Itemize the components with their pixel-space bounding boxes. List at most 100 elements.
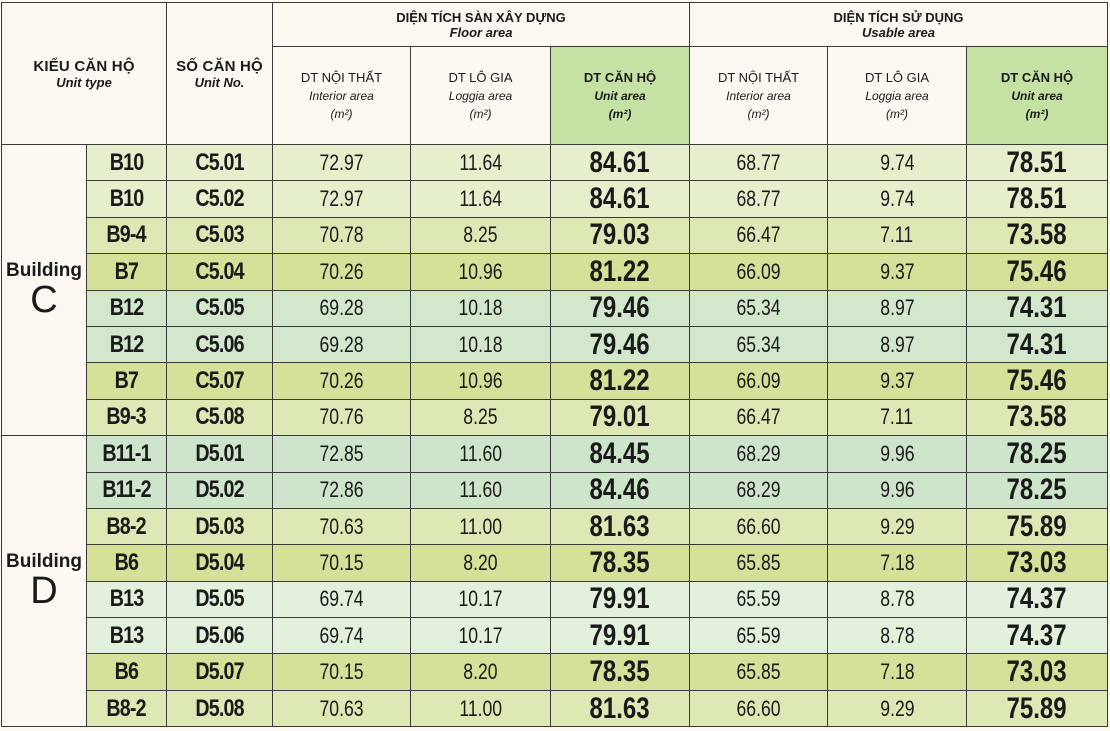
floor-interior-cell-text: 72.85: [319, 440, 364, 466]
floor-unit-cell: 79.91: [549, 580, 691, 619]
usable-interior-cell-text: 65.59: [736, 622, 781, 648]
usable-interior-cell-text: 68.29: [736, 477, 781, 503]
usable-loggia-cell-text: 7.18: [879, 549, 915, 575]
header-floor-unit: DT CĂN HỘ Unit area (m²): [549, 46, 691, 145]
floor-unit-cell-text: 84.61: [589, 145, 651, 179]
usable-unit-cell-text: 78.51: [1006, 145, 1068, 179]
unit-no-cell: C5.06: [166, 325, 273, 364]
header-interior-en: Interior area: [726, 88, 791, 103]
unit-no-cell: D5.03: [166, 507, 273, 546]
usable-unit-cell-text: 73.58: [1006, 400, 1068, 434]
floor-loggia-cell-text: 10.18: [458, 295, 503, 321]
building-label-cell: Building D: [1, 435, 87, 728]
usable-interior-cell-text: 68.77: [736, 149, 781, 175]
floor-loggia-cell-text: 11.64: [459, 186, 502, 212]
header-floor-loggia: DT LÔ GIA Loggia area (m²): [410, 46, 551, 145]
floor-unit-cell-text: 79.03: [589, 218, 651, 252]
table-row: B7 C5.07 70.26 10.96 81.22 66.09 9.37 75.46: [2, 362, 1109, 400]
usable-loggia-cell: 7.18: [827, 653, 968, 691]
usable-interior-cell-text: 65.85: [736, 659, 781, 685]
usable-loggia-cell-text: 9.29: [879, 695, 915, 721]
table-body: Building C B10 C5.01 72.97 11.64 84.61 68.77 9.7…: [1, 143, 1109, 728]
unit-no-cell-text: D5.08: [195, 694, 244, 722]
usable-unit-cell: 75.46: [966, 253, 1109, 291]
floor-loggia-cell-text: 11.60: [459, 440, 502, 466]
floor-loggia-cell: 11.64: [410, 143, 551, 182]
table-row: B8-2 D5.08 70.63 11.00 81.63 66.60 9.29 75.89: [2, 689, 1109, 728]
unit-type-cell-text: B7: [114, 257, 139, 285]
floor-unit-cell-text: 78.35: [589, 655, 651, 689]
usable-loggia-cell: 9.29: [827, 689, 968, 728]
header-unit-en: Unit area: [594, 88, 646, 103]
floor-interior-cell: 69.74: [272, 580, 411, 619]
header-usable-loggia: DT LÔ GIA Loggia area (m²): [827, 46, 968, 145]
floor-interior-cell-text: 70.76: [319, 404, 364, 430]
usable-unit-cell: 74.31: [966, 325, 1109, 364]
floor-unit-cell-text: 79.91: [589, 618, 651, 652]
unit-type-cell: B10: [86, 180, 167, 218]
usable-loggia-cell: 7.11: [827, 216, 968, 255]
header-loggia-m2: (m²): [469, 106, 492, 121]
header-loggia-en: Loggia area: [448, 88, 513, 103]
header-unit-type: KIỂU CĂN HỘ Unit type: [1, 2, 167, 145]
floor-interior-cell-text: 70.15: [319, 549, 364, 575]
unit-no-cell-text: C5.06: [195, 330, 244, 358]
floor-interior-cell-text: 72.86: [319, 477, 364, 503]
usable-loggia-cell: 9.74: [827, 143, 968, 182]
usable-interior-cell-text: 65.34: [736, 331, 781, 357]
unit-type-cell: B6: [86, 653, 167, 691]
header-usable-area: DIỆN TÍCH SỬ DỤNG Usable area: [689, 2, 1109, 47]
unit-no-cell-text: D5.03: [195, 512, 244, 540]
floor-interior-cell-text: 70.26: [319, 368, 364, 394]
floor-interior-cell: 72.86: [272, 471, 411, 509]
unit-type-cell-text: B9-4: [106, 221, 147, 249]
unit-type-cell: B13: [86, 617, 167, 655]
usable-unit-cell: 75.89: [966, 689, 1109, 728]
floor-loggia-cell: 8.25: [410, 216, 551, 255]
floor-interior-cell-text: 70.26: [319, 258, 364, 284]
usable-interior-cell: 65.85: [689, 653, 829, 691]
unit-type-cell-text: B11-2: [102, 476, 151, 504]
unit-type-cell-text: B9-3: [106, 403, 147, 431]
usable-interior-cell-text: 65.59: [736, 586, 781, 612]
header-unit-m2: (m²): [1025, 106, 1049, 121]
floor-unit-cell-text: 78.35: [589, 545, 651, 579]
floor-unit-cell: 81.63: [549, 689, 691, 728]
unit-type-cell-text: B8-2: [106, 512, 147, 540]
floor-loggia-cell: 10.96: [410, 253, 551, 291]
floor-loggia-cell-text: 8.25: [463, 404, 498, 430]
header-unit-en: Unit area: [1011, 88, 1063, 103]
usable-unit-cell-text: 73.03: [1006, 655, 1068, 689]
header-interior-m2: (m²): [330, 106, 353, 121]
usable-unit-cell: 74.37: [966, 580, 1109, 619]
unit-no-cell-text: D5.05: [195, 585, 244, 613]
building-letter: C: [30, 279, 58, 322]
usable-interior-cell: 66.60: [689, 689, 829, 728]
unit-type-cell: B12: [86, 325, 167, 364]
floor-loggia-cell-text: 10.17: [458, 622, 503, 648]
table-row: B7 C5.04 70.26 10.96 81.22 66.09 9.37 75.46: [2, 253, 1109, 291]
unit-no-cell-text: C5.01: [195, 148, 244, 176]
floor-unit-cell-text: 81.22: [589, 364, 651, 398]
building-word: Building: [6, 260, 82, 282]
unit-no-cell-text: C5.04: [195, 257, 244, 285]
usable-unit-cell-text: 73.58: [1006, 218, 1068, 252]
floor-unit-cell-text: 79.91: [589, 582, 651, 616]
floor-loggia-cell: 8.20: [410, 653, 551, 691]
usable-interior-cell: 65.34: [689, 289, 829, 327]
floor-loggia-cell-text: 10.96: [458, 258, 503, 284]
floor-interior-cell-text: 69.28: [319, 295, 364, 321]
usable-interior-cell-text: 65.34: [736, 295, 781, 321]
usable-loggia-cell: 8.78: [827, 580, 968, 619]
unit-no-cell: C5.03: [166, 216, 273, 255]
floor-unit-cell: 79.91: [549, 617, 691, 655]
usable-unit-cell: 75.89: [966, 507, 1109, 546]
usable-loggia-cell-text: 9.74: [879, 149, 915, 175]
header-interior-vi: DT NỘI THẤT: [300, 69, 383, 85]
unit-no-cell-text: D5.01: [195, 439, 244, 467]
usable-loggia-cell-text: 9.74: [879, 186, 915, 212]
table-row: B12 C5.06 69.28 10.18 79.46 65.34 8.97 74.31: [2, 325, 1109, 364]
unit-type-cell: B11-1: [86, 435, 167, 473]
usable-loggia-cell: 8.97: [827, 325, 968, 364]
building-label-cell: Building C: [1, 143, 87, 437]
